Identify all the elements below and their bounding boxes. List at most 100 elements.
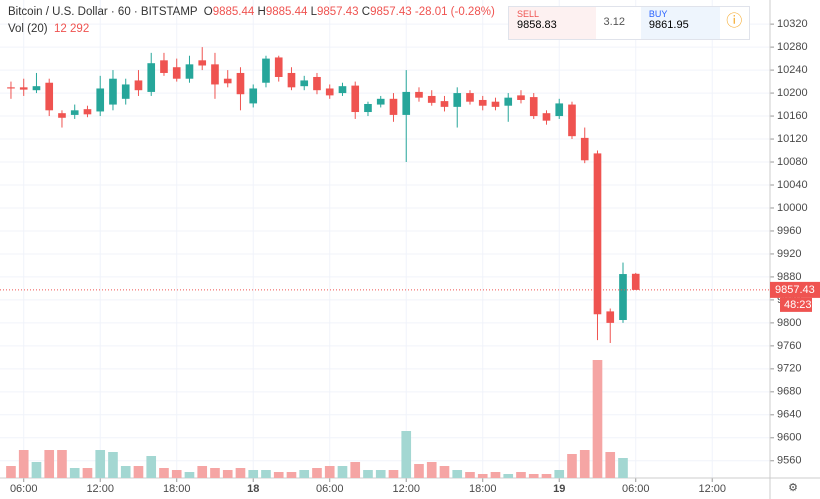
candle-body bbox=[440, 101, 449, 107]
volume-bar bbox=[503, 474, 514, 478]
symbol-row: Bitcoin / U.S. Dollar · 60 · BITSTAMP O9… bbox=[8, 4, 495, 21]
volume-bar bbox=[120, 466, 131, 478]
volume-bar bbox=[465, 472, 475, 478]
y-tick-label: 9600 bbox=[777, 432, 801, 444]
candle-body bbox=[491, 101, 500, 107]
y-tick-label: 10040 bbox=[777, 179, 808, 191]
volume-bar bbox=[324, 466, 335, 478]
volume-bar bbox=[108, 452, 118, 478]
volume-bar bbox=[350, 462, 361, 478]
y-tick-label: 9960 bbox=[777, 225, 801, 237]
candle-body bbox=[211, 64, 219, 85]
trade-box: SELL 9858.83 3.12 BUY 9861.95 ⓘ bbox=[508, 6, 750, 40]
x-tick-label: 19 bbox=[553, 483, 565, 495]
volume-bar bbox=[95, 450, 106, 478]
y-tick-label: 10240 bbox=[777, 64, 808, 76]
candle-body bbox=[338, 86, 347, 94]
l-label: L bbox=[310, 6, 317, 18]
volume-bar bbox=[248, 470, 259, 478]
candle-body bbox=[529, 97, 538, 117]
change: -28.01 (-0.28%) bbox=[414, 6, 495, 18]
volume-bar bbox=[528, 474, 539, 478]
volume-row: Vol (20) 12 292 bbox=[8, 21, 495, 38]
sell-price: 9858.83 bbox=[517, 19, 557, 31]
buy-label: BUY bbox=[648, 9, 668, 19]
candle-body bbox=[96, 88, 105, 112]
candle-body bbox=[593, 153, 602, 315]
buy-button[interactable]: BUY 9861.95 bbox=[640, 7, 720, 39]
volume-bar bbox=[6, 466, 16, 478]
volume-bar bbox=[516, 472, 526, 478]
y-tick-label: 9920 bbox=[777, 248, 801, 260]
candle-body bbox=[325, 88, 334, 96]
volume-bar bbox=[554, 470, 565, 478]
candle-body bbox=[402, 91, 411, 115]
volume-bar bbox=[222, 470, 233, 478]
info-icon[interactable]: ⓘ bbox=[726, 13, 743, 30]
volume-bar bbox=[337, 466, 348, 478]
candle-body bbox=[555, 103, 564, 117]
volume-bar bbox=[82, 468, 93, 478]
l-value: 9857.43 bbox=[317, 6, 359, 18]
volume-bar bbox=[312, 468, 322, 478]
volume-bar bbox=[235, 468, 246, 478]
candle-body bbox=[185, 64, 194, 79]
candle-body bbox=[300, 80, 309, 87]
volume-bar bbox=[439, 466, 450, 478]
candle-body bbox=[83, 109, 92, 115]
volume-bar bbox=[567, 454, 577, 478]
candle-body bbox=[172, 67, 181, 79]
candle-body bbox=[427, 95, 436, 103]
symbol[interactable]: Bitcoin / U.S. Dollar · 60 · BITSTAMP bbox=[8, 6, 198, 18]
volume-bar bbox=[286, 472, 297, 478]
volume-bar bbox=[452, 470, 463, 478]
x-tick-label: 18:00 bbox=[163, 483, 191, 495]
c-value: 9857.43 bbox=[370, 6, 412, 18]
c-label: C bbox=[361, 6, 371, 18]
candle-body bbox=[121, 84, 130, 99]
y-tick-label: 10160 bbox=[777, 110, 808, 122]
candle-body bbox=[45, 82, 54, 111]
y-tick-label: 9800 bbox=[777, 317, 801, 329]
vol-ma: 292 bbox=[70, 23, 90, 35]
buy-price: 9861.95 bbox=[648, 19, 689, 31]
volume-bar bbox=[401, 431, 412, 478]
vol-label[interactable]: Vol (20) bbox=[8, 23, 48, 35]
y-tick-label: 10120 bbox=[777, 133, 808, 145]
legend-header: Bitcoin / U.S. Dollar · 60 · BITSTAMP O9… bbox=[8, 4, 495, 38]
candle-body bbox=[223, 78, 232, 84]
candle-body bbox=[606, 311, 615, 323]
candle-body bbox=[160, 60, 168, 73]
y-tick-label: 10000 bbox=[777, 202, 808, 214]
x-tick-label: 06:00 bbox=[622, 483, 650, 495]
candle-body bbox=[568, 104, 576, 137]
volume-bar bbox=[57, 450, 67, 478]
vol-value: 12 bbox=[54, 23, 67, 35]
volume-bar bbox=[133, 466, 144, 478]
volume-bar bbox=[184, 472, 195, 478]
sell-button[interactable]: SELL 9858.83 bbox=[509, 7, 596, 39]
volume-bar bbox=[69, 468, 80, 478]
candle-body bbox=[542, 113, 551, 121]
volume-bar bbox=[618, 458, 628, 478]
sell-label: SELL bbox=[517, 9, 540, 19]
x-tick-label: 06:00 bbox=[10, 483, 38, 495]
volume-bar bbox=[197, 466, 208, 478]
volume-bar bbox=[31, 462, 42, 478]
candle-body bbox=[32, 86, 41, 91]
volume-bar bbox=[605, 452, 616, 478]
volume-bar bbox=[592, 360, 603, 478]
candle-body bbox=[466, 93, 474, 102]
candle-body bbox=[631, 273, 640, 290]
h-label: H bbox=[257, 6, 266, 18]
candle-body bbox=[7, 87, 15, 89]
countdown-tag bbox=[780, 297, 812, 312]
x-tick-label: 12:00 bbox=[392, 483, 420, 495]
candle-body bbox=[351, 85, 360, 113]
candle-body bbox=[274, 57, 283, 77]
volume-bar bbox=[477, 474, 488, 478]
volume-bar bbox=[426, 462, 437, 478]
y-tick-label: 9640 bbox=[777, 409, 801, 421]
spread: 3.12 bbox=[603, 16, 625, 28]
